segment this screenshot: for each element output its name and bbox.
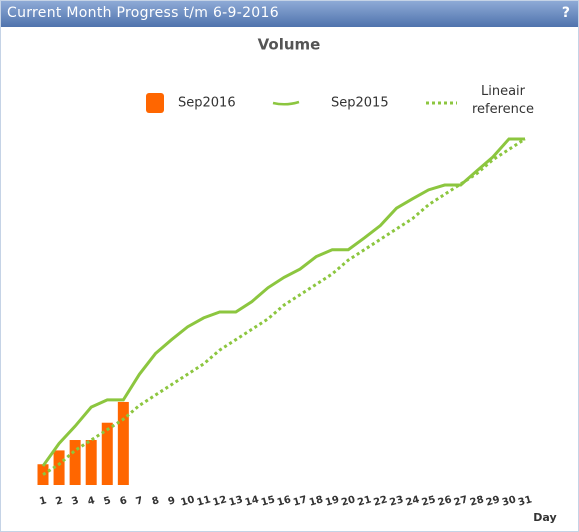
x-tick-label: 8	[151, 495, 161, 507]
x-tick-label: 26	[437, 494, 453, 508]
x-tick-label: 28	[469, 494, 485, 508]
x-tick-label: 12	[212, 494, 228, 508]
x-tick-label: 18	[308, 494, 324, 508]
x-tick-label: 21	[356, 494, 372, 508]
legend-label: Sep2015	[331, 96, 389, 111]
widget-title: Current Month Progress t/m 6-9-2016	[7, 5, 279, 21]
x-tick-label: 4	[87, 495, 97, 507]
x-tick-label: 27	[453, 494, 469, 508]
bar	[69, 440, 81, 485]
legend-label: Sep2016	[178, 96, 236, 111]
x-tick-label: 20	[340, 494, 356, 508]
chart: Volume Day 1 2 3 4 5 6 7 8 9 10 11 12 13 14 15 16 17 18 19…	[37, 36, 557, 524]
x-tick-label: 16	[276, 494, 292, 508]
x-tick-label: 10	[180, 494, 196, 508]
x-tick-label: 17	[292, 494, 308, 508]
x-tick-label: 13	[228, 494, 244, 508]
chart-title: Volume	[258, 36, 321, 54]
x-tick-label: 5	[103, 495, 113, 507]
x-tick-label: 23	[388, 494, 404, 508]
x-tick-label: 7	[135, 495, 145, 507]
x-tick-label: 24	[405, 494, 421, 508]
x-tick-label: 19	[324, 494, 340, 508]
x-tick-label: 15	[260, 494, 276, 508]
reference-line	[42, 137, 526, 476]
x-tick-label: 9	[167, 495, 177, 507]
x-tick-label: 6	[119, 495, 129, 507]
bar	[85, 440, 97, 485]
x-axis-label: Day	[533, 511, 556, 524]
legend-label: Lineair reference	[471, 84, 535, 117]
x-tick-label: 31	[517, 494, 533, 508]
x-tick-label: 3	[70, 495, 80, 507]
bar	[101, 422, 113, 485]
x-tick-label: 30	[501, 494, 517, 508]
x-tick-label: 14	[244, 494, 260, 508]
x-tick-label: 22	[372, 494, 388, 508]
line	[41, 137, 525, 467]
x-tick-label: 29	[485, 494, 501, 508]
x-tick-label: 1	[38, 495, 48, 507]
legend-swatch	[272, 100, 300, 106]
legend-swatch	[146, 93, 164, 113]
x-tick-label: 25	[421, 494, 437, 508]
x-tick-label: 11	[196, 494, 212, 508]
bar	[117, 401, 129, 485]
widget-header: Current Month Progress t/m 6-9-2016 ?	[1, 1, 578, 27]
help-button[interactable]: ?	[561, 5, 570, 21]
bar	[53, 450, 65, 485]
x-tick-label: 2	[54, 495, 64, 507]
